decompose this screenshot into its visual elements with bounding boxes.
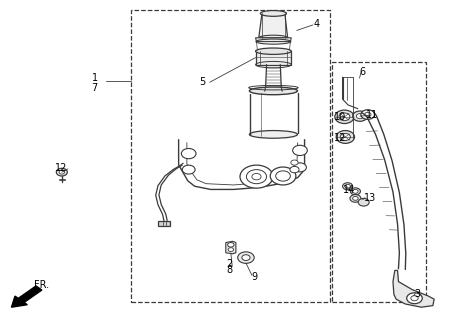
- Circle shape: [358, 198, 369, 206]
- Circle shape: [350, 188, 360, 195]
- Text: 11: 11: [366, 110, 379, 120]
- Text: FR.: FR.: [34, 280, 49, 290]
- Text: 14: 14: [343, 185, 355, 196]
- Circle shape: [353, 196, 358, 200]
- Circle shape: [339, 113, 350, 121]
- Circle shape: [336, 131, 354, 143]
- Circle shape: [276, 171, 290, 181]
- Ellipse shape: [256, 48, 291, 54]
- Ellipse shape: [260, 11, 287, 16]
- Text: 6: 6: [360, 67, 365, 77]
- Circle shape: [343, 183, 353, 190]
- Text: 12: 12: [334, 132, 347, 143]
- Circle shape: [228, 243, 234, 247]
- FancyArrow shape: [11, 286, 42, 307]
- Text: 7: 7: [92, 83, 98, 93]
- Circle shape: [340, 133, 350, 140]
- Circle shape: [293, 145, 307, 156]
- Circle shape: [252, 173, 261, 180]
- Circle shape: [365, 112, 371, 117]
- Text: 5: 5: [199, 76, 206, 87]
- Text: 8: 8: [227, 265, 233, 276]
- Circle shape: [228, 248, 234, 252]
- Text: 10: 10: [334, 112, 347, 122]
- Polygon shape: [256, 51, 291, 65]
- Text: 1: 1: [92, 73, 98, 84]
- Text: 9: 9: [251, 272, 257, 282]
- Circle shape: [361, 110, 375, 119]
- Polygon shape: [158, 221, 170, 226]
- Circle shape: [291, 160, 298, 165]
- Circle shape: [294, 163, 306, 172]
- Text: 4: 4: [314, 19, 320, 29]
- Bar: [131, 10, 330, 302]
- Circle shape: [242, 255, 250, 260]
- Polygon shape: [259, 13, 288, 38]
- Circle shape: [411, 296, 418, 301]
- Text: 3: 3: [414, 289, 420, 299]
- Circle shape: [345, 184, 350, 188]
- Circle shape: [59, 170, 65, 174]
- Circle shape: [182, 165, 195, 174]
- Ellipse shape: [249, 131, 298, 138]
- Circle shape: [350, 195, 361, 202]
- Circle shape: [356, 114, 364, 119]
- Circle shape: [240, 165, 273, 188]
- Polygon shape: [393, 270, 434, 307]
- Polygon shape: [256, 38, 291, 42]
- Circle shape: [270, 167, 296, 185]
- Circle shape: [407, 293, 422, 304]
- Text: 13: 13: [364, 193, 376, 204]
- Text: 12: 12: [55, 163, 67, 173]
- Circle shape: [353, 111, 367, 121]
- Polygon shape: [226, 241, 236, 254]
- Bar: [332, 62, 426, 302]
- Circle shape: [290, 166, 299, 173]
- Circle shape: [335, 110, 354, 124]
- Circle shape: [238, 252, 254, 263]
- Circle shape: [181, 148, 196, 159]
- Circle shape: [353, 189, 358, 193]
- Circle shape: [246, 170, 267, 184]
- Text: 2: 2: [227, 259, 233, 269]
- Ellipse shape: [249, 87, 298, 95]
- Circle shape: [56, 168, 67, 176]
